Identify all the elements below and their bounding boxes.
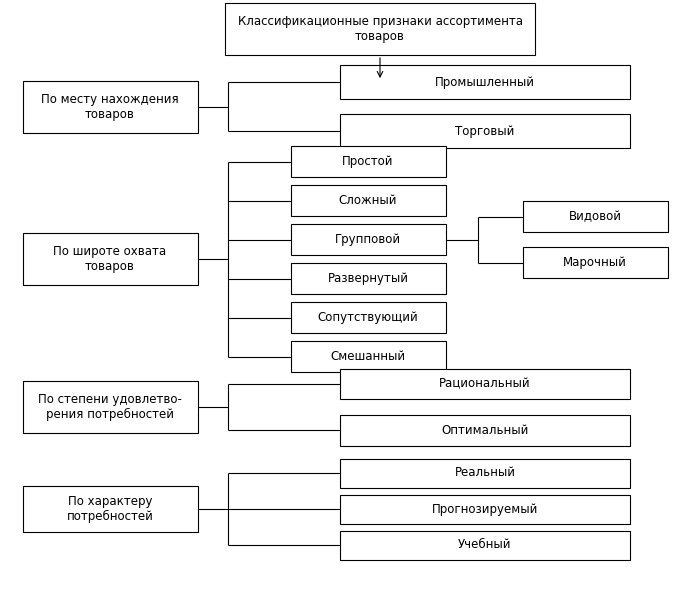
Text: Видовой: Видовой [568,210,622,223]
FancyBboxPatch shape [340,458,630,488]
Text: По степени удовлетво-
рения потребностей: По степени удовлетво- рения потребностей [38,393,182,421]
FancyBboxPatch shape [290,224,445,255]
FancyBboxPatch shape [225,3,535,55]
FancyBboxPatch shape [340,531,630,560]
FancyBboxPatch shape [22,233,197,285]
FancyBboxPatch shape [22,381,197,433]
FancyBboxPatch shape [340,369,630,399]
FancyBboxPatch shape [290,302,445,333]
FancyBboxPatch shape [290,146,445,177]
Text: Развернутый: Развернутый [328,272,409,285]
Text: Смешанный: Смешанный [330,350,405,363]
Text: Торговый: Торговый [455,125,514,138]
FancyBboxPatch shape [522,201,668,232]
FancyBboxPatch shape [290,341,445,372]
Text: Учебный: Учебный [458,538,512,551]
Text: По характеру
потребностей: По характеру потребностей [66,495,153,523]
Text: Реальный: Реальный [454,466,515,479]
Text: Оптимальный: Оптимальный [441,423,528,436]
FancyBboxPatch shape [340,65,630,100]
Text: Простой: Простой [342,155,393,168]
Text: Промышленный: Промышленный [435,76,535,89]
FancyBboxPatch shape [290,263,445,294]
Text: Марочный: Марочный [563,256,627,269]
FancyBboxPatch shape [22,486,197,532]
Text: Рациональный: Рациональный [439,378,531,391]
FancyBboxPatch shape [290,185,445,216]
Text: Сопутствующий: Сопутствующий [318,311,419,324]
FancyBboxPatch shape [22,81,197,133]
Text: Сложный: Сложный [339,194,398,207]
FancyBboxPatch shape [340,114,630,148]
Text: Классификационные признаки ассортимента
товаров: Классификационные признаки ассортимента … [237,15,522,43]
FancyBboxPatch shape [340,495,630,524]
Text: Прогнозируемый: Прогнозируемый [432,502,538,515]
Text: По широте охвата
товаров: По широте охвата товаров [53,245,167,273]
Text: По месту нахождения
товаров: По месту нахождения товаров [41,93,178,121]
FancyBboxPatch shape [522,247,668,278]
FancyBboxPatch shape [340,415,630,445]
Text: Групповой: Групповой [335,233,401,246]
